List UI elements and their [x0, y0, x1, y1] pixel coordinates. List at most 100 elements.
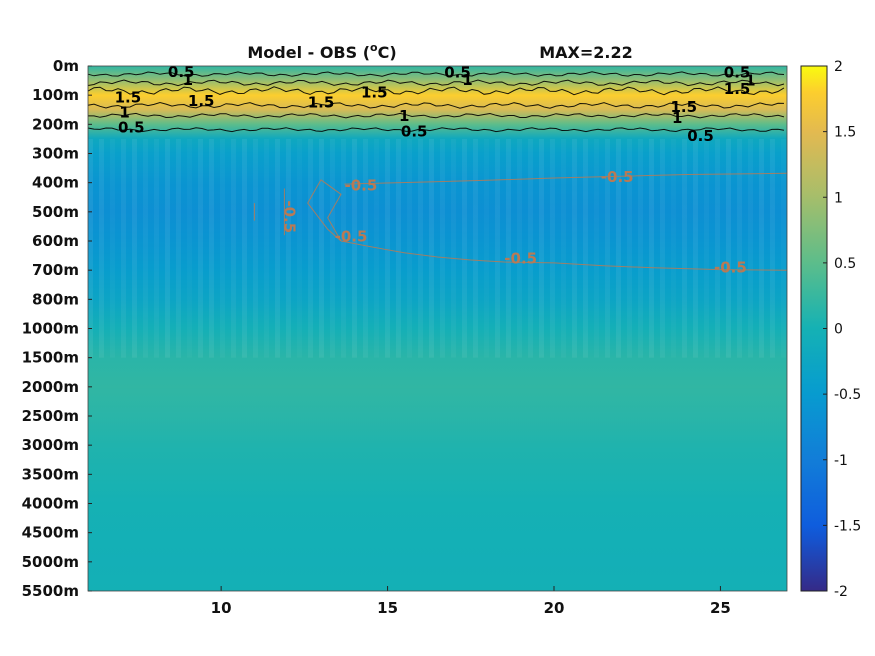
texture-stripe: [605, 138, 610, 358]
texture-stripe: [440, 138, 445, 358]
title-superscript: o: [370, 41, 378, 54]
texture-stripe: [594, 139, 599, 358]
texture-stripe: [143, 138, 148, 358]
texture-stripe: [638, 138, 643, 358]
texture-stripe: [660, 138, 665, 358]
texture-stripe: [264, 138, 269, 358]
texture-stripe: [517, 138, 522, 358]
texture-stripe: [407, 139, 412, 358]
y-tick-label: 2500m: [22, 407, 79, 425]
contour-label: 1: [672, 109, 682, 127]
y-tick-label: 4500m: [22, 524, 79, 542]
contour-line: [87, 127, 785, 133]
heatmap-texture: [88, 138, 786, 358]
y-tick-label: 500m: [32, 203, 79, 221]
y-tick-label: 1000m: [22, 320, 79, 338]
title-unit: C): [378, 43, 397, 62]
y-tick-label: 800m: [32, 290, 79, 308]
contour-label: 1.5: [724, 80, 751, 98]
colorbar-tick-label: 1.5: [834, 125, 856, 141]
y-tick-label: 1500m: [22, 349, 79, 367]
texture-stripe: [341, 138, 346, 358]
contour-label: 1.5: [308, 94, 335, 112]
contour-label: 1.5: [361, 83, 388, 101]
contour-label: -0.5: [335, 228, 368, 246]
y-tick-label: 3000m: [22, 436, 79, 454]
texture-stripe: [308, 138, 313, 358]
texture-stripe: [88, 138, 93, 358]
texture-stripe: [781, 139, 786, 358]
y-tick-label: 300m: [32, 145, 79, 163]
contour-label: 1: [399, 107, 409, 125]
texture-stripe: [693, 138, 698, 358]
contour-line: [87, 86, 785, 96]
contour-label: -0.5: [714, 258, 747, 276]
y-tick-label: 700m: [32, 261, 79, 279]
title-text: Model - OBS (: [247, 43, 370, 62]
texture-stripe: [330, 138, 335, 358]
texture-stripe: [242, 138, 247, 358]
contour-label: -0.5: [344, 177, 377, 195]
texture-stripe: [539, 138, 544, 358]
texture-stripe: [572, 138, 577, 358]
colorbar-tick-label: 1: [834, 190, 843, 206]
texture-stripe: [286, 138, 291, 358]
texture-stripe: [506, 138, 511, 358]
texture-stripe: [99, 138, 104, 358]
contour-line: [87, 79, 785, 87]
texture-stripe: [220, 138, 225, 358]
colorbar-tick-label: -0.5: [834, 387, 861, 403]
colorbar-ticks: 2 1.5 1 0.5 0 -0.5 -1 -1.5 -2: [823, 59, 861, 600]
texture-stripe: [319, 138, 324, 358]
texture-stripe: [187, 139, 192, 358]
colorbar-tick-label: -1.5: [834, 518, 861, 534]
texture-stripe: [759, 138, 764, 358]
plot-area: 0.511.510.51.5 1.51.510.50.51 0.511.51.510…: [87, 63, 788, 591]
y-tick-label: 2000m: [22, 378, 79, 396]
texture-stripe: [110, 139, 115, 358]
y-tick-label: 200m: [32, 115, 79, 133]
texture-stripe: [385, 138, 390, 358]
contour-line: [340, 240, 788, 271]
contour-label: -0.5: [504, 250, 537, 268]
texture-stripe: [396, 138, 401, 358]
texture-stripe: [165, 138, 170, 358]
texture-stripe: [121, 138, 126, 358]
y-tick-label: 400m: [32, 174, 79, 192]
texture-stripe: [748, 138, 753, 358]
texture-stripe: [352, 138, 357, 358]
texture-stripe: [649, 138, 654, 358]
y-tick-label: 0m: [53, 57, 79, 75]
texture-stripe: [451, 138, 456, 358]
texture-stripe: [627, 138, 632, 358]
y-tick-label: 4000m: [22, 495, 79, 513]
texture-stripe: [209, 138, 214, 358]
max-label: MAX=2.22: [539, 43, 633, 62]
heatmap-field: [88, 66, 787, 591]
colorbar-tick-label: -1: [834, 453, 848, 469]
texture-stripe: [550, 138, 555, 358]
texture-stripe: [495, 138, 500, 358]
contour-label: 1.5: [188, 92, 215, 110]
contour-line: [88, 112, 785, 119]
y-tick-label: 5500m: [22, 582, 79, 600]
texture-stripe: [770, 138, 775, 358]
y-axis: 0m 100m 200m 300m 400m 500m 600m 700m 800m 1000m 1…: [22, 57, 92, 600]
x-tick-label: 25: [710, 599, 731, 617]
texture-stripe: [275, 138, 280, 358]
texture-stripe: [715, 138, 720, 358]
texture-stripe: [671, 139, 676, 358]
colorbar: 2 1.5 1 0.5 0 -0.5 -1 -1.5 -2: [800, 59, 861, 600]
texture-stripe: [418, 138, 423, 358]
contour-label: 0.5: [444, 63, 471, 81]
texture-stripe: [363, 138, 368, 358]
x-tick-label: 20: [544, 599, 565, 617]
contour-line: [87, 71, 785, 77]
contour-line: [344, 172, 788, 185]
contour-label: 1: [119, 104, 129, 122]
texture-stripe: [473, 138, 478, 358]
texture-stripe: [484, 139, 489, 358]
texture-stripe: [198, 138, 203, 358]
contour-label: 0.5: [168, 63, 195, 81]
